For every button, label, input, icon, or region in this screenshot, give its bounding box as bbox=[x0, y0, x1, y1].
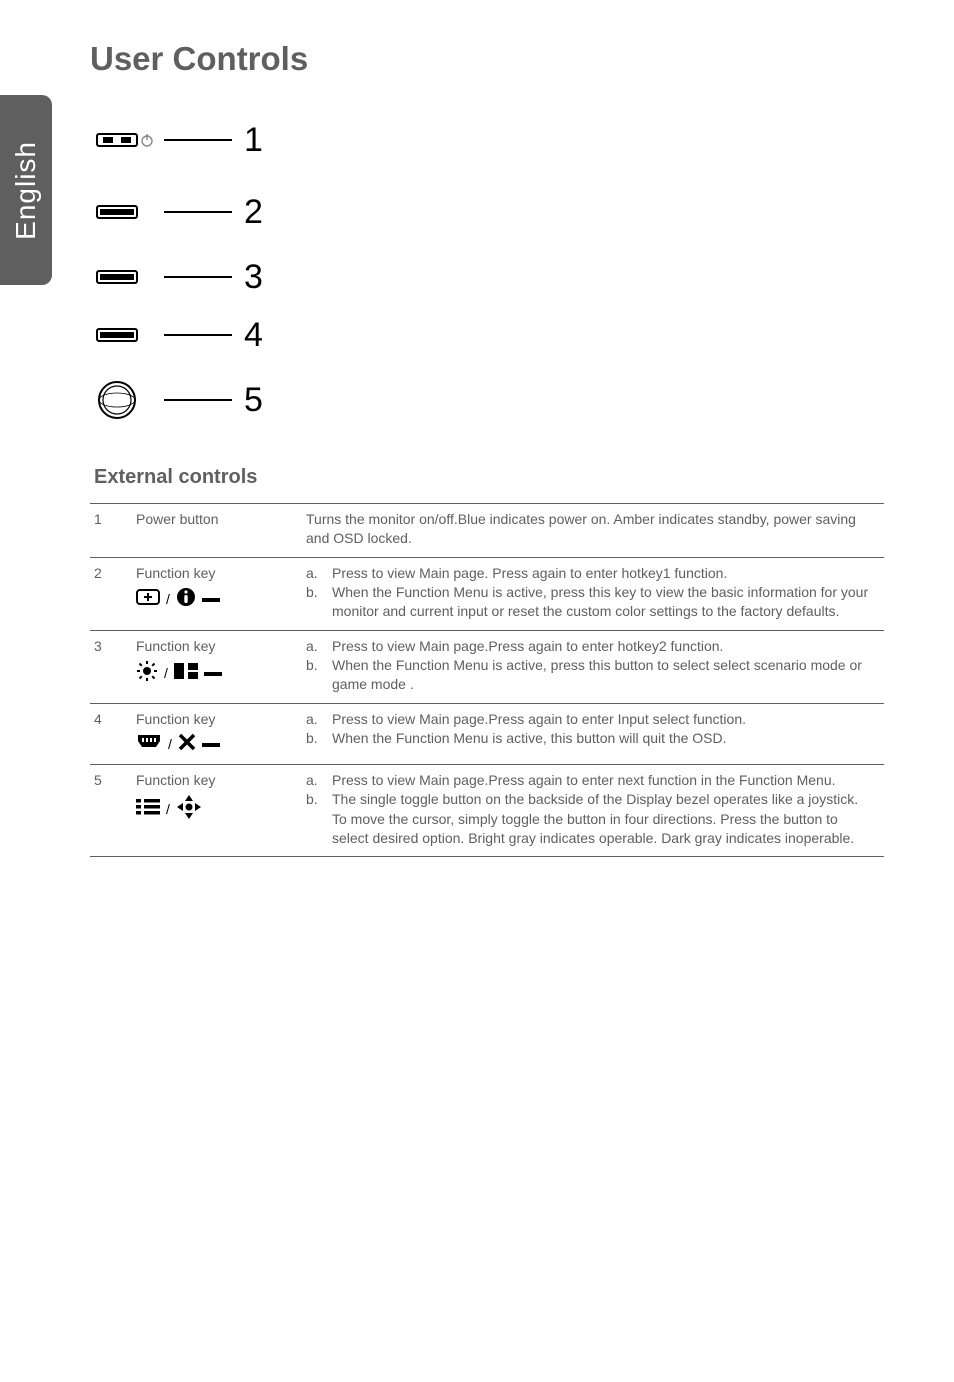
key-icons: / bbox=[136, 794, 294, 825]
item-text: Press to view Main page.Press again to e… bbox=[332, 710, 876, 729]
row-key: Power button bbox=[132, 504, 302, 558]
diagram-row: 1 bbox=[94, 104, 884, 176]
item-letter: a. bbox=[306, 710, 332, 729]
key-icons: / bbox=[136, 733, 294, 756]
item-letter: a. bbox=[306, 637, 332, 656]
diagram-connector bbox=[164, 211, 232, 213]
row-number: 2 bbox=[90, 557, 132, 630]
language-tab-text: English bbox=[10, 141, 42, 240]
table-row: 1 Power button Turns the monitor on/off.… bbox=[90, 504, 884, 558]
key-label: Function key bbox=[136, 638, 215, 654]
menu-icon bbox=[136, 798, 160, 821]
item-letter: b. bbox=[306, 583, 332, 622]
diagram-row: 4 bbox=[94, 306, 884, 364]
power-standby-icon bbox=[140, 133, 164, 147]
minus-icon bbox=[204, 664, 222, 683]
row-key: Function key / bbox=[132, 765, 302, 857]
row-key: Function key / bbox=[132, 703, 302, 765]
key-label: Function key bbox=[136, 565, 215, 581]
diagram-row: 2 bbox=[94, 176, 884, 248]
page-title: User Controls bbox=[90, 40, 884, 78]
controls-table: 1 Power button Turns the monitor on/off.… bbox=[90, 503, 884, 857]
diagram-connector bbox=[164, 276, 232, 278]
diagram-number: 4 bbox=[244, 316, 263, 355]
controls-diagram: 1 2 3 bbox=[94, 104, 884, 436]
diagram-connector bbox=[164, 139, 232, 141]
diagram-row: 3 bbox=[94, 248, 884, 306]
diagram-connector bbox=[164, 334, 232, 336]
table-row: 2 Function key / a.Press to view Main pa… bbox=[90, 557, 884, 630]
item-letter: b. bbox=[306, 656, 332, 695]
empower-icon bbox=[136, 587, 160, 612]
slash-text: / bbox=[168, 735, 172, 754]
diagram-connector bbox=[164, 399, 232, 401]
function-key-icon bbox=[94, 268, 140, 286]
input-icon bbox=[136, 733, 162, 756]
diagram-number: 2 bbox=[244, 193, 263, 232]
item-text: Press to view Main page. Press again to … bbox=[332, 564, 876, 583]
minus-icon bbox=[202, 590, 220, 609]
item-text: The single toggle button on the backside… bbox=[332, 790, 876, 848]
item-text: When the Function Menu is active, this b… bbox=[332, 729, 876, 748]
row-description: Turns the monitor on/off.Blue indicates … bbox=[302, 504, 884, 558]
table-row: 3 Function key / a.Press to view Main pa… bbox=[90, 630, 884, 703]
mode-icon bbox=[174, 663, 198, 684]
minus-icon bbox=[202, 735, 220, 754]
info-icon bbox=[176, 587, 196, 612]
brightness-icon bbox=[136, 660, 158, 687]
row-number: 5 bbox=[90, 765, 132, 857]
table-row: 5 Function key / a.Press to view Main pa… bbox=[90, 765, 884, 857]
diagram-number: 3 bbox=[244, 258, 263, 297]
item-letter: b. bbox=[306, 790, 332, 848]
slash-text: / bbox=[164, 664, 168, 683]
item-text: When the Function Menu is active, press … bbox=[332, 656, 876, 695]
function-key-icon bbox=[94, 326, 140, 344]
external-controls-heading: External controls bbox=[94, 466, 884, 489]
row-key: Function key / bbox=[132, 630, 302, 703]
item-text: When the Function Menu is active, press … bbox=[332, 583, 876, 622]
item-letter: a. bbox=[306, 564, 332, 583]
row-description: a.Press to view Main page.Press again to… bbox=[302, 765, 884, 857]
page-content: User Controls 1 bbox=[90, 40, 884, 857]
row-description: a.Press to view Main page. Press again t… bbox=[302, 557, 884, 630]
x-icon bbox=[178, 733, 196, 756]
item-text: Press to view Main page.Press again to e… bbox=[332, 637, 876, 656]
key-label: Function key bbox=[136, 711, 215, 727]
language-tab: English bbox=[0, 95, 52, 285]
row-number: 3 bbox=[90, 630, 132, 703]
row-description: a.Press to view Main page.Press again to… bbox=[302, 703, 884, 765]
diagram-row: 5 bbox=[94, 364, 884, 436]
row-key: Function key / bbox=[132, 557, 302, 630]
nav-icon bbox=[176, 794, 202, 825]
table-row: 4 Function key / a.Press to view Main pa… bbox=[90, 703, 884, 765]
slash-text: / bbox=[166, 800, 170, 819]
diagram-number: 5 bbox=[244, 381, 263, 420]
diagram-number: 1 bbox=[244, 121, 263, 160]
item-letter: a. bbox=[306, 771, 332, 790]
item-letter: b. bbox=[306, 729, 332, 748]
joystick-icon bbox=[94, 380, 140, 420]
row-number: 1 bbox=[90, 504, 132, 558]
row-number: 4 bbox=[90, 703, 132, 765]
key-label: Power button bbox=[136, 511, 219, 527]
row-description: a.Press to view Main page.Press again to… bbox=[302, 630, 884, 703]
slash-text: / bbox=[166, 590, 170, 609]
power-button-icon bbox=[94, 131, 140, 149]
key-icons: / bbox=[136, 660, 294, 687]
item-text: Press to view Main page.Press again to e… bbox=[332, 771, 876, 790]
key-icons: / bbox=[136, 587, 294, 612]
key-label: Function key bbox=[136, 772, 215, 788]
function-key-icon bbox=[94, 203, 140, 221]
